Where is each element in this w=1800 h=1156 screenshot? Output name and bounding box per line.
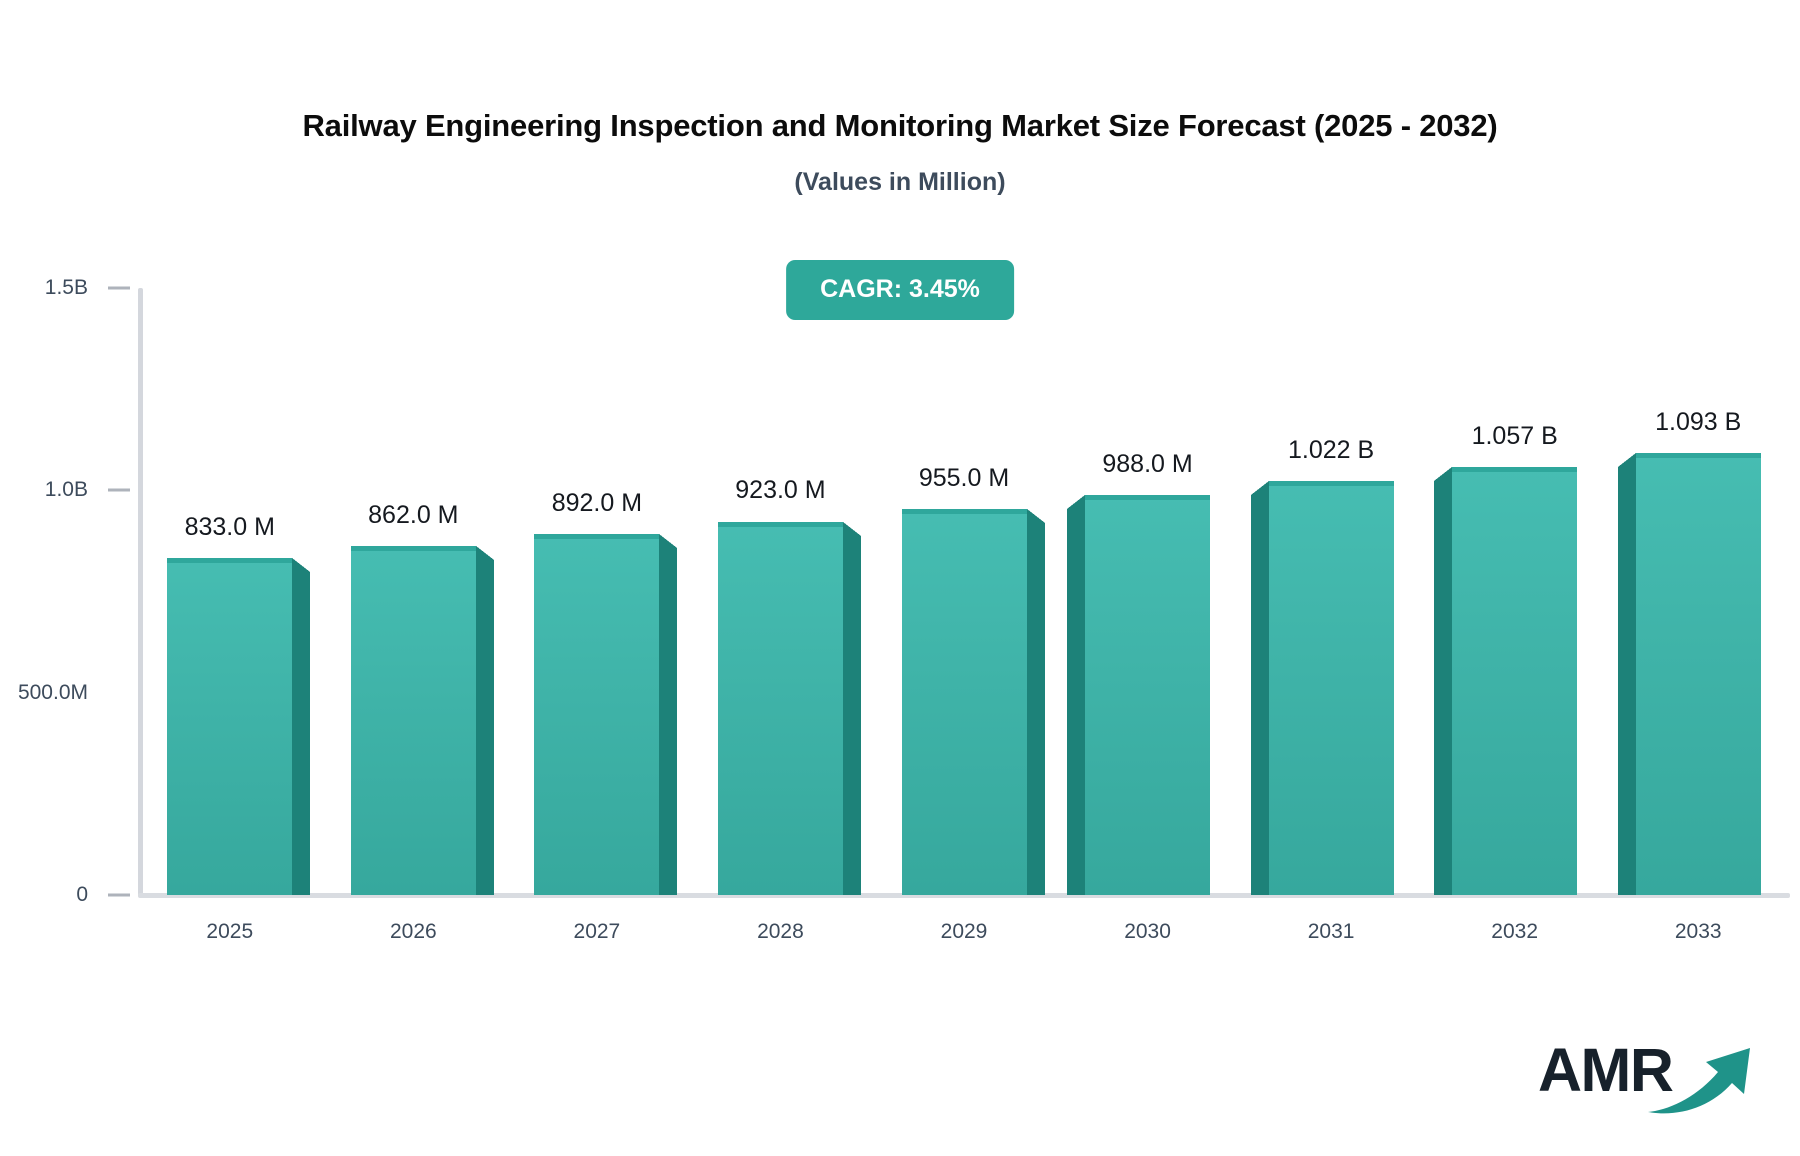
- bar-top-bevel: [1434, 467, 1453, 482]
- bar-2029[interactable]: [901, 508, 1045, 895]
- bar-side-face: [1026, 522, 1045, 895]
- bar-2025[interactable]: [167, 557, 311, 895]
- bar-side-face: [1250, 495, 1269, 895]
- y-axis-tick-label: 1.0B: [44, 478, 88, 502]
- y-axis-tick-label: 0: [76, 883, 88, 906]
- bar-side-face: [475, 560, 494, 895]
- bar-front-face: [1452, 467, 1578, 895]
- bar-front-face: [1085, 495, 1211, 895]
- bar-side-face: [842, 535, 861, 895]
- bar-2028[interactable]: [717, 521, 861, 895]
- x-axis-label-2032: 2032: [1491, 920, 1539, 943]
- bar-top-bevel: [292, 557, 311, 572]
- y-axis-tick-mark: [108, 893, 130, 897]
- amr-logo-text: AMR: [1538, 1036, 1674, 1104]
- bar-2032[interactable]: [1434, 467, 1578, 895]
- bar-top-bevel: [1067, 495, 1086, 510]
- bar-top-edge: [534, 534, 660, 540]
- chart-subtitle: (Values in Million): [794, 168, 1006, 196]
- bar-value-label: 833.0 M: [184, 512, 275, 541]
- bar-front-face: [1635, 452, 1761, 895]
- x-axis-label-2027: 2027: [573, 920, 621, 943]
- bar-side-face: [1067, 509, 1086, 895]
- bar-2033[interactable]: [1617, 452, 1761, 895]
- bars-layer: 833.0 M 2025 862.0 M 2026 892.0 M 2027 923.0 M…: [138, 0, 1790, 1156]
- bar-value-label: 923.0 M: [735, 476, 826, 505]
- chart-title: Railway Engineering Inspection and Monit…: [302, 108, 1498, 143]
- y-axis-tick-label: 1.5B: [44, 276, 88, 299]
- x-axis-label-2030: 2030: [1124, 920, 1171, 943]
- growth-arrow-icon: [1648, 1048, 1750, 1114]
- bar-top-edge: [1452, 467, 1578, 473]
- cagr-badge: CAGR: 3.45%: [786, 260, 1014, 320]
- bar-value-label: 1.022 B: [1288, 436, 1375, 465]
- bar-top-bevel: [1250, 481, 1269, 496]
- bar-top-edge: [901, 508, 1027, 514]
- y-axis-line: [138, 288, 143, 896]
- bar-top-bevel: [1617, 452, 1636, 467]
- x-axis-line: [138, 893, 1790, 898]
- bar-value-label: 955.0 M: [918, 463, 1010, 492]
- bar-front-face: [717, 521, 843, 895]
- bar-top-edge: [350, 546, 476, 552]
- amr-logo: AMR: [1538, 1030, 1758, 1126]
- bar-value-label: 988.0 M: [1102, 450, 1193, 479]
- bar-front-face: [534, 534, 660, 895]
- x-axis-label-2033: 2033: [1674, 920, 1722, 943]
- bar-value-label: 1.093 B: [1655, 407, 1742, 436]
- bar-top-edge: [167, 557, 293, 563]
- bar-top-bevel: [659, 534, 678, 549]
- y-axis-tick-mark: [108, 286, 130, 290]
- x-axis-label-2025: 2025: [206, 920, 254, 943]
- x-axis-label-2028: 2028: [757, 920, 804, 943]
- bar-top-edge: [717, 521, 843, 527]
- bar-front-face: [1268, 481, 1394, 895]
- bar-side-face: [659, 548, 678, 895]
- x-axis-label-2029: 2029: [940, 920, 988, 943]
- bar-top-edge: [1635, 452, 1761, 458]
- x-axis-label-2031: 2031: [1307, 920, 1355, 943]
- bar-2026[interactable]: [350, 546, 494, 895]
- bar-side-face: [292, 571, 311, 895]
- bar-2031[interactable]: [1250, 481, 1394, 895]
- x-axis-label-2026: 2026: [389, 920, 437, 943]
- bar-top-bevel: [842, 521, 861, 536]
- bar-value-label: 1.057 B: [1471, 422, 1558, 451]
- bar-top-bevel: [1026, 508, 1045, 523]
- bar-top-bevel: [475, 546, 494, 561]
- bar-top-edge: [1085, 495, 1211, 501]
- bar-front-face: [350, 546, 476, 895]
- bar-2030[interactable]: [1067, 495, 1211, 895]
- bar-front-face: [167, 557, 293, 895]
- y-axis-tick-mark: [108, 488, 130, 492]
- bar-2027[interactable]: [534, 534, 678, 895]
- bar-top-edge: [1268, 481, 1394, 487]
- bar-side-face: [1617, 466, 1636, 895]
- bar-value-label: 862.0 M: [368, 501, 459, 530]
- y-axis-tick-label: 500.0M: [17, 680, 88, 704]
- bar-front-face: [901, 508, 1027, 895]
- bar-value-label: 892.0 M: [551, 489, 643, 518]
- bar-side-face: [1434, 481, 1453, 895]
